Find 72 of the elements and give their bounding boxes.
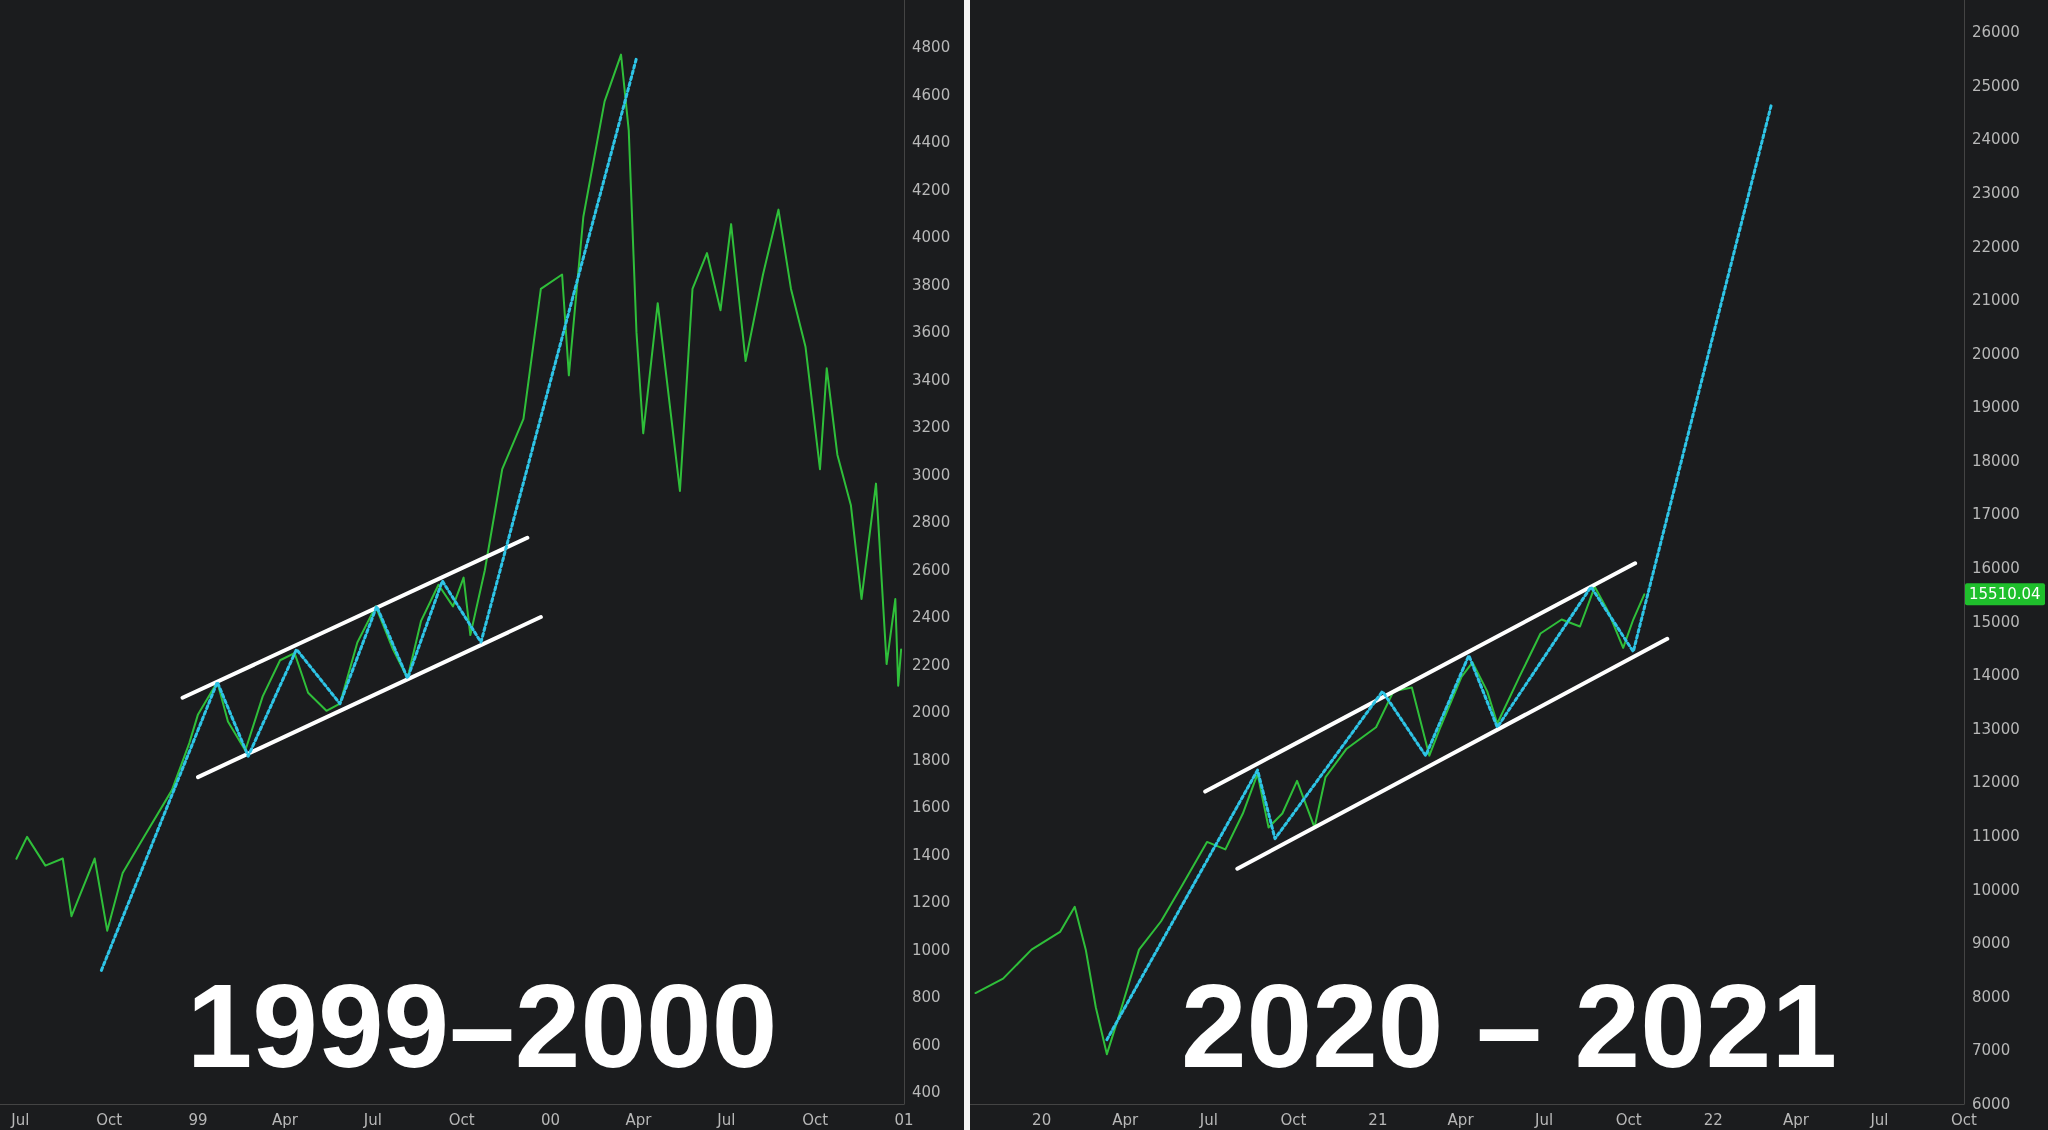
y-tick-label: 10000 bbox=[1972, 880, 2020, 899]
y-tick-label: 400 bbox=[912, 1083, 941, 1102]
x-tick-label: Apr bbox=[271, 1110, 299, 1129]
y-tick-label: 2400 bbox=[912, 608, 951, 627]
y-tick-label: 2800 bbox=[912, 513, 951, 532]
y-tick-label: 4600 bbox=[912, 85, 951, 104]
x-tick-label: 21 bbox=[1368, 1110, 1388, 1129]
x-tick-label: Jul bbox=[1534, 1110, 1554, 1129]
text: 2020 – 2021 bbox=[1180, 960, 1838, 1092]
line-series bbox=[99, 56, 638, 972]
y-tick-label: 4400 bbox=[912, 133, 951, 152]
x-tick-label: Oct bbox=[1615, 1110, 1642, 1129]
y-tick-label: 2000 bbox=[912, 703, 951, 722]
y-tick-label: 13000 bbox=[1972, 719, 2020, 738]
y-tick-label: 3400 bbox=[912, 370, 951, 389]
y-tick-label: 600 bbox=[912, 1035, 941, 1054]
y-tick-label: 2200 bbox=[912, 655, 951, 674]
x-tick-label: Jul bbox=[716, 1110, 736, 1129]
y-tick-label: 26000 bbox=[1972, 23, 2020, 42]
y-tick-label: 15000 bbox=[1972, 612, 2020, 631]
y-tick-label: 20000 bbox=[1972, 344, 2020, 363]
y-tick-label: 14000 bbox=[1972, 666, 2020, 685]
y-tick-label: 23000 bbox=[1972, 183, 2020, 202]
y-tick-label: 1400 bbox=[912, 845, 951, 864]
y-tick-label: 4200 bbox=[912, 180, 951, 199]
y-tick-label: 4000 bbox=[912, 228, 951, 247]
y-tick-label: 12000 bbox=[1972, 773, 2020, 792]
x-tick-label: Oct bbox=[1951, 1110, 1978, 1129]
y-tick-label: 24000 bbox=[1972, 130, 2020, 149]
y-tick-label: 25000 bbox=[1972, 76, 2020, 95]
x-tick-label: Oct bbox=[1280, 1110, 1307, 1129]
y-tick-label: 4800 bbox=[912, 38, 951, 57]
x-tick-label: 22 bbox=[1703, 1110, 1723, 1129]
y-tick-label: 3600 bbox=[912, 323, 951, 342]
text: 15510.04 bbox=[1969, 584, 2041, 603]
y-tick-label: 22000 bbox=[1972, 237, 2020, 256]
y-tick-label: 1200 bbox=[912, 893, 951, 912]
x-tick-label: Apr bbox=[625, 1110, 653, 1129]
x-tick-label: Apr bbox=[1112, 1110, 1140, 1129]
y-tick-label: 1000 bbox=[912, 940, 951, 959]
y-tick-label: 8000 bbox=[1972, 987, 2011, 1006]
x-tick-label: Oct bbox=[448, 1110, 475, 1129]
x-tick-label: Jul bbox=[1198, 1110, 1218, 1129]
y-tick-label: 800 bbox=[912, 988, 941, 1007]
x-tick-label: Apr bbox=[1447, 1110, 1475, 1129]
x-tick-label: Jul bbox=[10, 1110, 30, 1129]
y-tick-label: 3800 bbox=[912, 275, 951, 294]
y-tick-label: 1600 bbox=[912, 798, 951, 817]
x-tick-label: 01 bbox=[894, 1110, 914, 1129]
x-tick-label: Oct bbox=[802, 1110, 829, 1129]
y-tick-label: 17000 bbox=[1972, 505, 2020, 524]
y-tick-label: 3000 bbox=[912, 465, 951, 484]
x-tick-label: Apr bbox=[1782, 1110, 1810, 1129]
y-tick-label: 19000 bbox=[1972, 398, 2020, 417]
x-tick-label: 00 bbox=[540, 1110, 561, 1129]
x-tick-label: Oct bbox=[96, 1110, 123, 1129]
x-tick-label: 99 bbox=[188, 1110, 208, 1129]
y-tick-label: 21000 bbox=[1972, 291, 2020, 310]
x-tick-label: Jul bbox=[1869, 1110, 1889, 1129]
y-tick-label: 2600 bbox=[912, 560, 951, 579]
text: 1999–2000 bbox=[186, 960, 778, 1092]
y-tick-label: 18000 bbox=[1972, 451, 2020, 470]
y-tick-label: 11000 bbox=[1972, 827, 2020, 846]
x-tick-label: Jul bbox=[362, 1110, 382, 1129]
line-series bbox=[15, 53, 903, 932]
y-tick-label: 16000 bbox=[1972, 559, 2020, 578]
y-tick-label: 9000 bbox=[1972, 934, 2011, 953]
y-tick-label: 6000 bbox=[1972, 1095, 2011, 1113]
x-tick-label: 20 bbox=[1032, 1110, 1052, 1129]
y-tick-label: 3200 bbox=[912, 418, 951, 437]
y-tick-label: 7000 bbox=[1972, 1041, 2011, 1060]
y-tick-label: 1800 bbox=[912, 750, 951, 769]
